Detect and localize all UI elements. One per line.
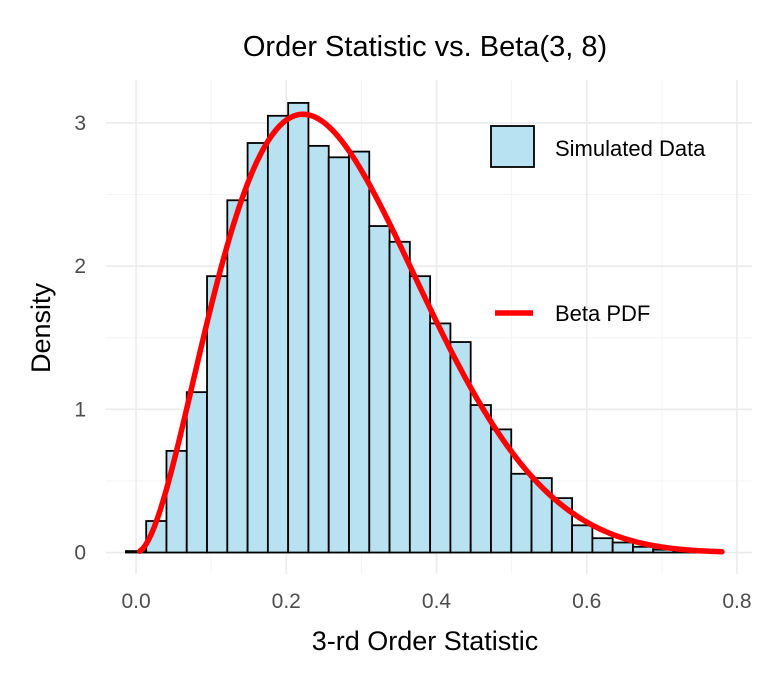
histogram-bar bbox=[591, 537, 614, 554]
y-tick-label: 3 bbox=[74, 112, 86, 135]
chart-title: Order Statistic vs. Beta(3, 8) bbox=[243, 31, 607, 63]
histogram-bar bbox=[185, 391, 208, 554]
histogram-bar bbox=[368, 225, 391, 554]
y-axis-ticks: 0 1 2 3 bbox=[74, 112, 86, 565]
histogram-bar bbox=[348, 150, 371, 554]
histogram-bar bbox=[408, 275, 432, 554]
legend: Simulated Data Beta PDF bbox=[490, 125, 706, 326]
histogram-bar bbox=[226, 199, 249, 554]
histogram-bar bbox=[388, 240, 411, 554]
y-axis-title: Density bbox=[26, 282, 56, 373]
x-axis-title: 3-rd Order Statistic bbox=[312, 626, 539, 656]
histogram-bar bbox=[165, 449, 188, 554]
histogram-bar bbox=[429, 322, 452, 554]
histogram-bar bbox=[510, 472, 533, 554]
y-tick-label: 2 bbox=[74, 255, 86, 278]
histogram-bar bbox=[327, 156, 350, 554]
histogram-bars bbox=[125, 102, 715, 554]
histogram-bar bbox=[287, 102, 310, 554]
histogram-bar bbox=[611, 541, 634, 554]
histogram-bar bbox=[246, 142, 269, 554]
beta-pdf-curve bbox=[137, 111, 725, 555]
x-axis-ticks: 0.0 0.2 0.4 0.6 0.8 bbox=[121, 590, 751, 613]
y-tick-label: 1 bbox=[74, 398, 86, 421]
legend-label-beta-pdf: Beta PDF bbox=[555, 301, 650, 326]
x-tick-label: 0.6 bbox=[572, 590, 601, 613]
x-tick-label: 0.0 bbox=[121, 590, 150, 613]
legend-label-simulated-data: Simulated Data bbox=[555, 136, 706, 161]
x-tick-label: 0.8 bbox=[722, 590, 751, 613]
histogram-bar bbox=[469, 404, 492, 554]
histogram-bar bbox=[571, 524, 594, 554]
y-tick-label: 0 bbox=[74, 542, 86, 565]
legend-key-simulated-data bbox=[490, 125, 535, 168]
x-tick-label: 0.4 bbox=[422, 590, 452, 613]
histogram-bar bbox=[266, 114, 290, 554]
x-tick-label: 0.2 bbox=[272, 590, 301, 613]
histogram-bar bbox=[307, 144, 330, 554]
